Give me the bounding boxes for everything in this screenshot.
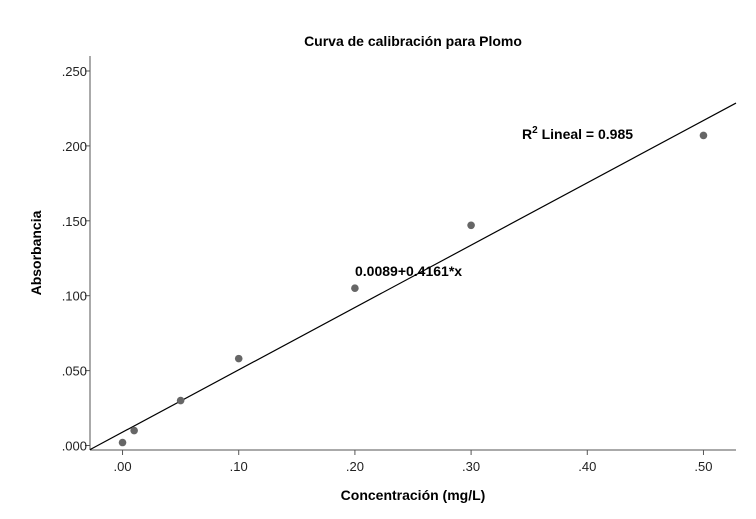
x-tick-label: .10 bbox=[230, 459, 248, 474]
y-tick-label: .200 bbox=[62, 139, 87, 154]
regression-line bbox=[89, 102, 737, 451]
x-tick-label: .40 bbox=[578, 459, 596, 474]
y-tick-label: .050 bbox=[62, 364, 87, 379]
x-axis-label: Concentración (mg/L) bbox=[341, 487, 486, 503]
y-axis-label: Absorbancia bbox=[28, 210, 44, 295]
r-squared-value: Lineal = 0.985 bbox=[538, 126, 634, 142]
data-point bbox=[699, 131, 708, 140]
data-point bbox=[118, 438, 127, 447]
y-tick-label: .250 bbox=[62, 64, 87, 79]
equation-annotation: 0.0089+0.4161*x bbox=[355, 263, 462, 279]
r-squared-superscript: 2 bbox=[532, 125, 538, 136]
data-point bbox=[130, 426, 138, 435]
data-point bbox=[234, 354, 243, 363]
r-squared-prefix: R bbox=[522, 126, 532, 142]
y-tick-label: .000 bbox=[62, 439, 87, 454]
axes: .000 .050 .100 .150 .200 .250 .00 .10 .20 .30 .40.… bbox=[62, 56, 736, 474]
x-tick-label: .20 bbox=[346, 459, 364, 474]
x-tick-label: .30 bbox=[462, 459, 480, 474]
x-tick-label: .50 bbox=[694, 459, 712, 474]
regression-line-group bbox=[89, 102, 737, 451]
y-tick-label: .100 bbox=[62, 289, 87, 304]
data-point bbox=[176, 396, 185, 405]
x-tick-label: .00 bbox=[113, 459, 131, 474]
y-tick-label: .150 bbox=[62, 214, 87, 229]
data-points bbox=[118, 131, 708, 447]
chart-title: Curva de calibración para Plomo bbox=[304, 33, 522, 49]
data-point bbox=[351, 284, 359, 293]
data-point bbox=[467, 221, 475, 230]
r-squared-annotation: R2 Lineal = 0.985 bbox=[522, 125, 633, 142]
